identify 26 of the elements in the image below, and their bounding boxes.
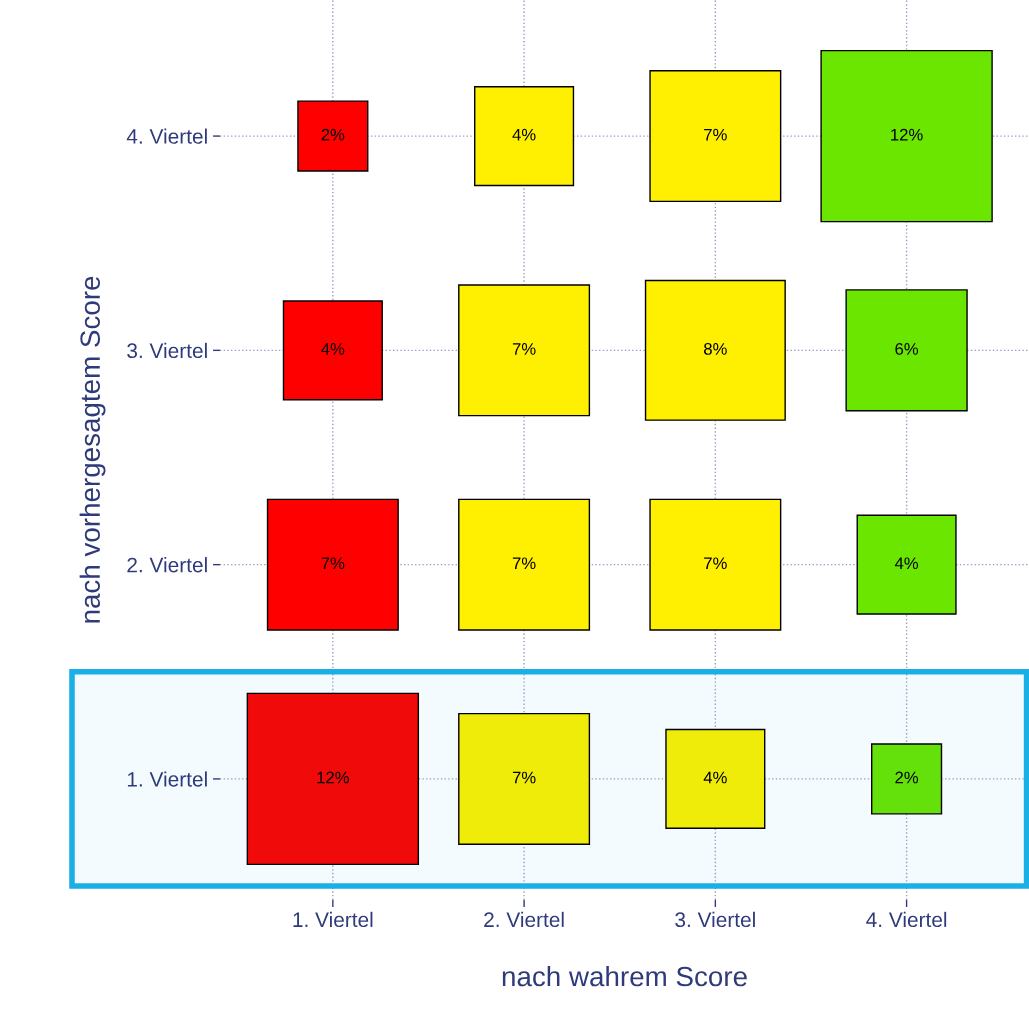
data-label: 7% [512, 343, 536, 355]
x-tick-label: 3. Viertel [675, 911, 755, 928]
x-tick-label: 2. Viertel [484, 911, 564, 928]
y-axis-title: nach vorhergesagtem Score [79, 276, 106, 623]
data-label: 6% [895, 343, 919, 355]
data-label: 4% [321, 343, 345, 355]
data-label: 4% [512, 128, 536, 141]
y-tick-label: 4. Viertel [126, 128, 207, 144]
data-label: 12% [891, 128, 923, 141]
data-label: 4% [894, 557, 919, 570]
data-label: 7% [704, 557, 727, 570]
y-tick-label: 2. Viertel [127, 557, 207, 573]
data-label: 2% [895, 771, 919, 784]
data-label: 4% [703, 771, 727, 784]
y-tick-label: 1. Viertel [127, 771, 207, 787]
x-axis-title: nach wahrem Score [502, 965, 747, 987]
data-label: 8% [704, 343, 727, 355]
y-tick-label: 3. Viertel [127, 342, 207, 359]
data-label: 7% [321, 557, 345, 570]
data-label: 12% [317, 771, 349, 784]
data-label: 7% [512, 557, 536, 570]
data-label: 7% [512, 771, 536, 784]
x-tick-label: 1. Viertel [293, 911, 373, 928]
data-label: 7% [704, 128, 727, 141]
x-tick-label: 4. Viertel [866, 911, 947, 928]
data-label: 2% [321, 128, 345, 141]
